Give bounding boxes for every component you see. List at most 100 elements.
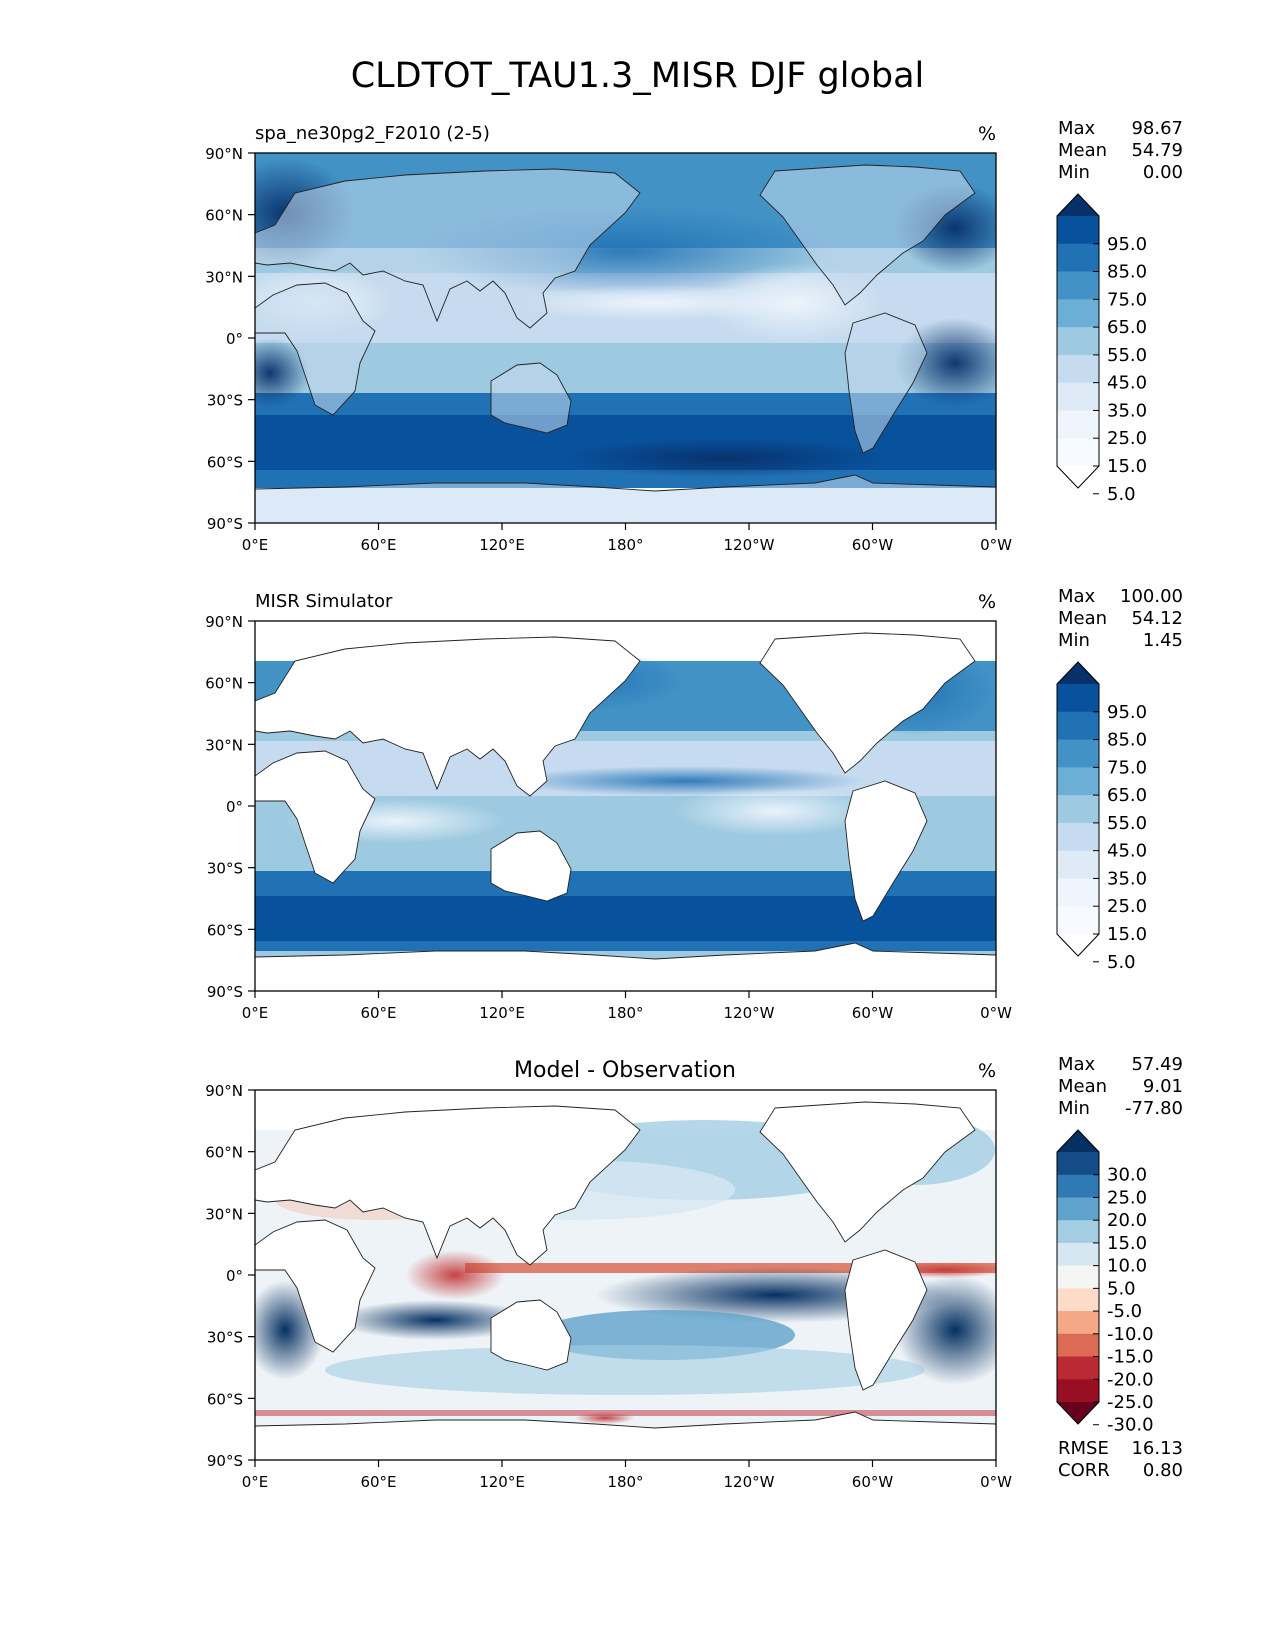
stat-mean-value: 9.01	[1143, 1076, 1183, 1097]
lon-tick-label: 60°W	[852, 1473, 894, 1491]
colorbar-extend-bottom	[1057, 466, 1099, 488]
lon-tick-label: 0°E	[242, 1004, 269, 1022]
colorbar-segment	[1057, 1333, 1099, 1358]
lat-tick-label: 90°N	[205, 1082, 243, 1100]
lat-tick-label: 60°S	[207, 921, 243, 939]
colorbar-label: 45.0	[1107, 841, 1147, 862]
colorbar-label: 15.0	[1107, 924, 1147, 945]
lat-tick-label: 0°	[226, 1267, 243, 1285]
units-label: %	[978, 1060, 996, 1082]
lon-tick-label: 180°	[607, 536, 643, 554]
colorbar-extend-top	[1057, 662, 1099, 684]
colorbar-segment	[1057, 271, 1099, 300]
colorbar-segment	[1057, 1242, 1099, 1267]
colorbar-extend-bottom	[1057, 1402, 1099, 1424]
lon-tick-label: 120°W	[724, 1473, 775, 1491]
colorbar-label: 5.0	[1107, 952, 1136, 973]
colorbar-label: -25.0	[1107, 1392, 1154, 1413]
stat-mean-label: Mean	[1058, 140, 1107, 161]
lat-tick-label: 30°S	[207, 1329, 243, 1347]
colorbar-label: 15.0	[1107, 456, 1147, 477]
stat-min-value: -77.80	[1125, 1098, 1183, 1119]
lon-tick-label: 60°E	[360, 536, 396, 554]
lat-tick-label: 90°N	[205, 613, 243, 631]
colorbar-label: 5.0	[1107, 1278, 1136, 1299]
footer-stats: RMSE 16.13 CORR 0.80	[1058, 1438, 1183, 1481]
colorbar-segment	[1057, 767, 1099, 796]
colorbar-label: 65.0	[1107, 317, 1147, 338]
colorbar-label: 65.0	[1107, 785, 1147, 806]
panel-diff: Model - Observation %	[205, 1054, 1183, 1491]
colorbar: 30.025.020.015.010.05.0-5.0-10.0-15.0-20…	[1056, 1129, 1154, 1436]
panel-obs: MISR Simulator % 90°N 60°N 30°N 0° 30°S 60°S 9…	[205, 586, 1183, 1022]
lat-tick-label: 0°	[226, 798, 243, 816]
lat-tick-label: 60°S	[207, 1390, 243, 1408]
lat-tick-label: 90°N	[205, 145, 243, 163]
colorbar-label: 85.0	[1107, 730, 1147, 751]
stats-block: Max 100.00 Mean 54.12 Min 1.45	[1058, 586, 1183, 651]
colorbar-segment	[1057, 1174, 1099, 1198]
lon-tick-label: 0°W	[980, 1004, 1012, 1022]
panel-left-title: MISR Simulator	[255, 591, 393, 612]
lat-tick-label: 30°S	[207, 860, 243, 878]
colorbar-segment	[1057, 711, 1099, 741]
colorbar-label: -5.0	[1107, 1301, 1142, 1322]
colorbar-label: 30.0	[1107, 1165, 1147, 1186]
colorbar-segment	[1057, 1379, 1099, 1403]
lon-tick-label: 60°E	[360, 1473, 396, 1491]
lon-tick-label: 0°E	[242, 536, 269, 554]
corr-label: CORR	[1058, 1460, 1110, 1481]
colorbar-segment	[1057, 216, 1099, 245]
stat-min-value: 0.00	[1143, 162, 1183, 183]
stat-max-value: 100.00	[1120, 586, 1183, 607]
lat-tick-label: 90°S	[207, 515, 243, 533]
lon-tick-label: 0°E	[242, 1473, 269, 1491]
map-area	[254, 1089, 997, 1461]
stat-mean-label: Mean	[1058, 1076, 1107, 1097]
colorbar-label: 35.0	[1107, 868, 1147, 889]
lon-tick-label: 180°	[607, 1473, 643, 1491]
colorbar-extend-bottom	[1057, 934, 1099, 956]
stat-min-value: 1.45	[1143, 630, 1183, 651]
rmse-value: 16.13	[1131, 1438, 1183, 1459]
stat-mean-value: 54.12	[1131, 608, 1183, 629]
colorbar-extend-top	[1057, 194, 1099, 216]
colorbar-label: 25.0	[1107, 428, 1147, 449]
colorbar-segment	[1057, 850, 1099, 879]
stat-min-label: Min	[1058, 630, 1090, 651]
lon-tick-label: 180°	[607, 1004, 643, 1022]
colorbar-segment	[1057, 1197, 1099, 1221]
lat-tick-label: 60°N	[205, 1144, 243, 1162]
colorbar-label: 95.0	[1107, 702, 1147, 723]
colorbar-label: 15.0	[1107, 1233, 1147, 1254]
units-label: %	[978, 123, 996, 145]
colorbar-segment	[1057, 906, 1099, 935]
stat-mean-value: 54.79	[1131, 140, 1183, 161]
lat-tick-label: 0°	[226, 330, 243, 348]
stat-mean-label: Mean	[1058, 608, 1107, 629]
colorbar-label: -15.0	[1107, 1347, 1154, 1368]
colorbar-segment	[1057, 382, 1099, 411]
map-area	[254, 620, 997, 992]
lat-tick-label: 30°S	[207, 392, 243, 410]
colorbar-segment	[1057, 1152, 1099, 1176]
lat-tick-label: 30°N	[205, 736, 243, 754]
stat-max-label: Max	[1058, 586, 1096, 607]
colorbar-segment	[1057, 1265, 1099, 1289]
colorbar-label: -10.0	[1107, 1324, 1154, 1345]
lon-tick-label: 60°W	[852, 1004, 894, 1022]
lat-tick-label: 90°S	[207, 983, 243, 1001]
colorbar-segment	[1057, 354, 1099, 384]
panel-model: spa_ne30pg2_F2010 (2-5) %	[205, 118, 1183, 554]
stats-block: Max 57.49 Mean 9.01 Min -77.80	[1058, 1054, 1183, 1119]
colorbar-label: 25.0	[1107, 896, 1147, 917]
colorbar: 95.0 85.0 75.0 65.0 55.0 45.0 35.0 25.0 15.0 5.0	[1056, 661, 1147, 973]
lat-tick-label: 90°S	[207, 1452, 243, 1470]
lat-tick-label: 30°N	[205, 268, 243, 286]
colorbar-label: 75.0	[1107, 289, 1147, 310]
units-label: %	[978, 591, 996, 613]
colorbar-segment	[1057, 299, 1099, 328]
colorbar-label: -20.0	[1107, 1369, 1154, 1390]
colorbar-label: 20.0	[1107, 1210, 1147, 1231]
colorbar-segment	[1057, 684, 1099, 713]
